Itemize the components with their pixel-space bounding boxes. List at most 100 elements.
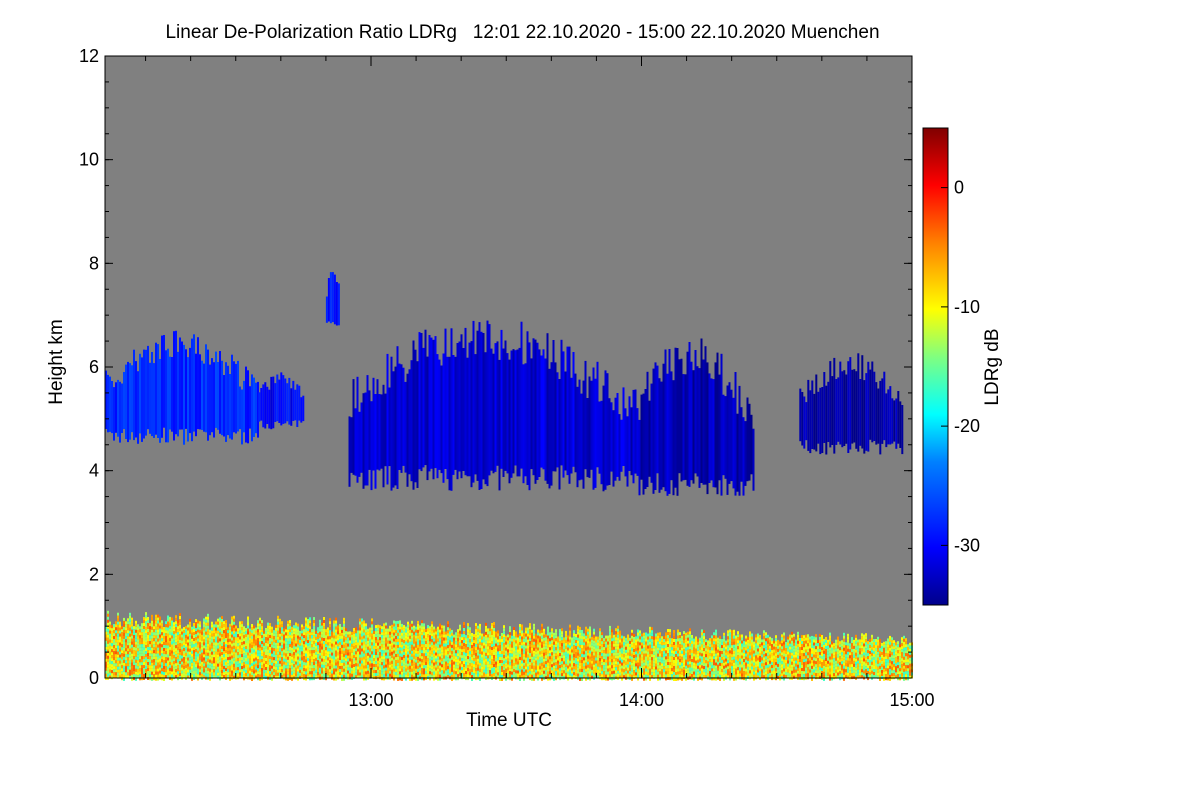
bl-cell — [285, 650, 287, 654]
bl-cell — [559, 644, 561, 648]
bl-cell — [437, 647, 439, 651]
bl-cell — [559, 632, 561, 636]
bl-cell — [459, 675, 461, 679]
cloud-column — [239, 386, 241, 430]
bl-cell — [209, 653, 211, 657]
bl-cell — [269, 629, 271, 632]
bl-cell — [193, 656, 195, 659]
bl-cell — [273, 636, 275, 640]
bl-cell — [219, 620, 221, 624]
bl-cell — [405, 626, 407, 630]
bl-cell — [605, 674, 607, 678]
bl-cell — [241, 654, 243, 658]
bl-cell — [435, 637, 437, 641]
bl-cell — [239, 639, 241, 643]
cloud-column — [197, 337, 199, 430]
bl-cell — [163, 639, 165, 642]
bl-cell — [607, 650, 609, 654]
bl-cell — [253, 655, 255, 659]
bl-cell — [287, 623, 289, 627]
bl-cell — [269, 644, 271, 647]
bl-cell — [447, 657, 449, 661]
bl-cell — [109, 675, 111, 679]
bl-cell — [177, 662, 179, 666]
bl-cell — [299, 663, 301, 667]
bl-cell — [435, 661, 437, 665]
bl-cell — [171, 638, 173, 642]
bl-cell — [383, 653, 385, 657]
bl-cell — [485, 652, 487, 656]
bl-cell — [199, 624, 201, 628]
bl-cell — [371, 639, 373, 643]
bl-cell — [525, 651, 527, 655]
bl-cell — [331, 652, 333, 656]
bl-cell — [595, 636, 597, 640]
bl-cell — [247, 628, 249, 632]
bl-cell — [339, 627, 341, 630]
bl-cell — [221, 631, 223, 634]
bl-cell — [583, 645, 585, 649]
bl-cell — [537, 662, 539, 666]
bl-cell — [519, 669, 521, 672]
bl-cell — [595, 654, 597, 658]
bl-cell — [341, 632, 343, 636]
bl-cell — [523, 668, 525, 672]
bl-cell — [145, 666, 147, 670]
bl-cell — [167, 648, 169, 652]
cloud-column — [698, 368, 701, 488]
bl-cell — [349, 661, 351, 665]
bl-cell — [331, 637, 333, 641]
bl-cell — [601, 644, 603, 648]
cloud-column — [115, 382, 117, 433]
bl-cell — [549, 674, 551, 678]
bl-cell — [561, 667, 563, 671]
bl-cell — [209, 656, 211, 660]
bl-cell — [329, 672, 331, 676]
bl-cell — [121, 665, 123, 669]
bl-cell — [167, 663, 169, 667]
bl-cell — [115, 636, 117, 640]
bl-cell — [251, 633, 253, 636]
bl-cell — [479, 641, 481, 645]
cloud-column — [276, 374, 279, 422]
bl-cell — [595, 642, 597, 646]
bl-cell — [487, 658, 489, 662]
bl-cell — [223, 654, 225, 658]
bl-cell — [533, 668, 535, 672]
bl-cell — [545, 643, 547, 647]
bl-cell — [505, 668, 507, 672]
bl-cell — [385, 640, 387, 644]
cloud-column — [540, 355, 543, 468]
bl-cell — [429, 632, 431, 636]
bl-cell — [453, 634, 455, 638]
bl-cell — [429, 626, 431, 630]
bl-cell — [341, 671, 343, 675]
bl-cell — [145, 633, 147, 637]
bl-cell — [401, 662, 403, 666]
bl-cell — [181, 637, 183, 641]
bl-cell — [433, 656, 435, 660]
bl-cell — [363, 665, 365, 669]
bl-cell — [541, 632, 543, 636]
bl-cell — [499, 669, 501, 672]
bl-cell — [425, 632, 427, 635]
bl-cell — [547, 650, 549, 654]
bl-cell — [145, 651, 147, 655]
bl-cell — [371, 663, 373, 667]
bl-cell — [309, 656, 311, 660]
bl-cell — [139, 629, 141, 633]
bl-cell — [399, 653, 401, 657]
bl-cell — [189, 633, 191, 637]
bl-cell — [473, 634, 475, 638]
bl-cell — [531, 674, 533, 678]
bl-cell — [405, 647, 407, 651]
bl-cell — [121, 659, 123, 663]
bl-cell — [153, 671, 155, 675]
bl-cell — [251, 636, 253, 639]
bl-cell — [155, 665, 157, 669]
bl-cell — [337, 625, 339, 629]
bl-cell — [445, 655, 447, 659]
bl-cell — [243, 632, 245, 636]
bl-cell — [145, 663, 147, 667]
bl-cell — [291, 665, 293, 669]
